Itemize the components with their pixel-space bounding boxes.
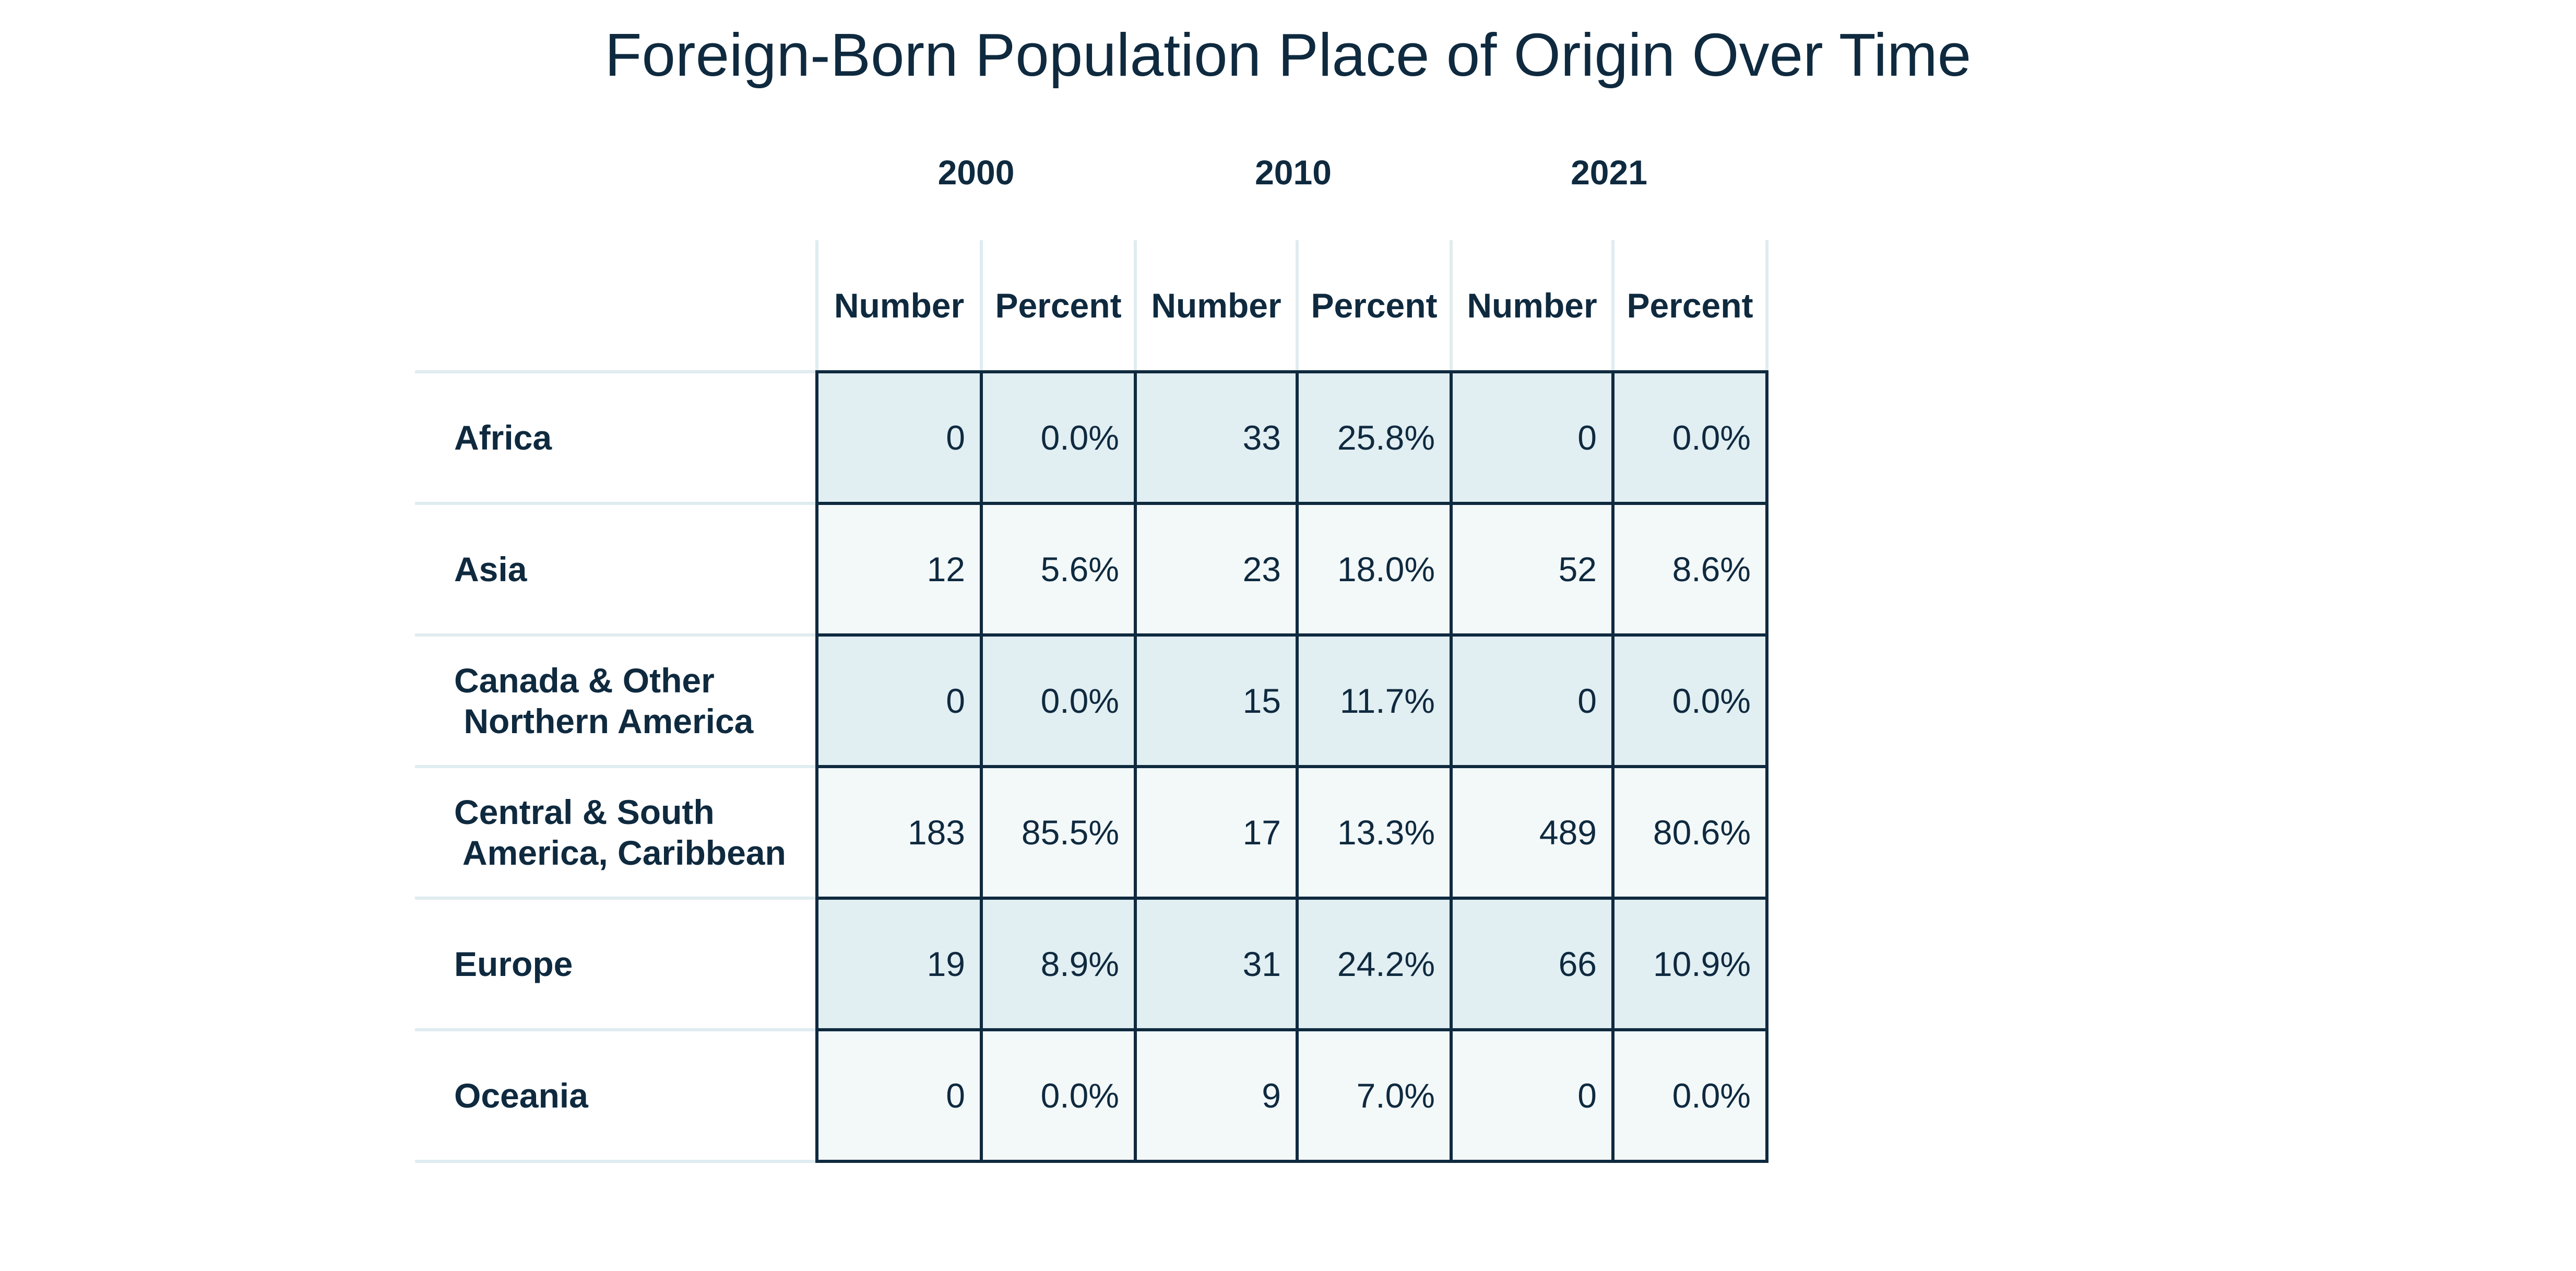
table-cell-number: 0: [815, 370, 983, 505]
header-divider: [1611, 240, 1615, 371]
row-label: Oceania: [454, 1030, 820, 1161]
table-cell-number: 489: [1450, 765, 1615, 900]
row-label-line: Oceania: [454, 1076, 588, 1115]
table-cell-number: 15: [1134, 633, 1299, 768]
table-cell-percent: 80.6%: [1611, 765, 1768, 900]
table-cell-percent: 10.9%: [1611, 897, 1768, 1031]
table-cell-number: 0: [1450, 633, 1615, 768]
table-cell-percent: 0.0%: [1611, 1028, 1768, 1163]
table-cell-number: 0: [815, 633, 983, 768]
table-cell-number: 31: [1134, 897, 1299, 1031]
table-cell-percent: 0.0%: [1611, 370, 1768, 505]
row-rule: [415, 502, 817, 505]
header-divider: [1134, 240, 1137, 371]
column-header-percent: Percent: [1627, 286, 1753, 325]
table-cell-percent: 18.0%: [1296, 502, 1453, 637]
table-cell-number: 183: [815, 765, 983, 900]
table-cell-percent: 13.3%: [1296, 765, 1453, 900]
row-label-line: Central & South: [454, 793, 715, 831]
table-cell-percent: 0.0%: [980, 370, 1137, 505]
table-cell-number: 0: [815, 1028, 983, 1163]
table-cell-number: 9: [1134, 1028, 1299, 1163]
row-label-line: Africa: [454, 418, 552, 457]
table-cell-percent: 8.6%: [1611, 502, 1768, 637]
table-cell-percent: 5.6%: [980, 502, 1137, 637]
row-label-line: Asia: [454, 550, 527, 589]
row-rule: [415, 1028, 817, 1031]
column-header-percent: Percent: [995, 286, 1122, 325]
column-header-number: Number: [834, 286, 965, 325]
header-divider: [980, 240, 983, 371]
row-label: Africa: [454, 372, 820, 503]
column-header-number: Number: [1151, 286, 1281, 325]
header-divider: [1450, 240, 1453, 371]
row-label: Canada & Other Northern America: [454, 635, 820, 767]
year-header-2000: 2000: [937, 153, 1015, 192]
table-cell-number: 52: [1450, 502, 1615, 637]
table-cell-percent: 8.9%: [980, 897, 1137, 1031]
table-cell-number: 0: [1450, 370, 1615, 505]
header-divider: [1765, 240, 1768, 371]
row-label-line: America, Caribbean: [454, 833, 786, 872]
table-cell-number: 0: [1450, 1028, 1615, 1163]
column-header-percent: Percent: [1311, 286, 1438, 325]
row-label-line: Northern America: [454, 702, 754, 740]
year-header-2010: 2010: [1255, 153, 1332, 192]
row-rule: [415, 765, 817, 768]
table-cell-percent: 25.8%: [1296, 370, 1453, 505]
row-label: Europe: [454, 898, 820, 1030]
table-cell-number: 33: [1134, 370, 1299, 505]
table-cell-percent: 11.7%: [1296, 633, 1453, 768]
row-rule: [415, 1160, 817, 1163]
table-cell-percent: 0.0%: [1611, 633, 1768, 768]
year-header-2021: 2021: [1571, 153, 1647, 192]
table-cell-percent: 0.0%: [980, 633, 1137, 768]
row-rule: [415, 370, 817, 373]
table-cell-number: 12: [815, 502, 983, 637]
chart-title: Foreign-Born Population Place of Origin …: [604, 21, 1972, 89]
row-label: Asia: [454, 503, 820, 635]
row-label: Central & South America, Caribbean: [454, 767, 820, 898]
table-cell-number: 19: [815, 897, 983, 1031]
header-divider: [815, 240, 818, 371]
table-cell-number: 17: [1134, 765, 1299, 900]
table-cell-percent: 85.5%: [980, 765, 1137, 900]
header-divider: [1296, 240, 1299, 371]
table-cell-percent: 24.2%: [1296, 897, 1453, 1031]
table-cell-number: 66: [1450, 897, 1615, 1031]
row-rule: [415, 633, 817, 637]
column-header-number: Number: [1467, 286, 1597, 325]
table-cell-number: 23: [1134, 502, 1299, 637]
table-cell-percent: 7.0%: [1296, 1028, 1453, 1163]
row-label-line: Canada & Other: [454, 661, 715, 700]
table-cell-percent: 0.0%: [980, 1028, 1137, 1163]
row-label-line: Europe: [454, 945, 573, 983]
row-rule: [415, 897, 817, 900]
